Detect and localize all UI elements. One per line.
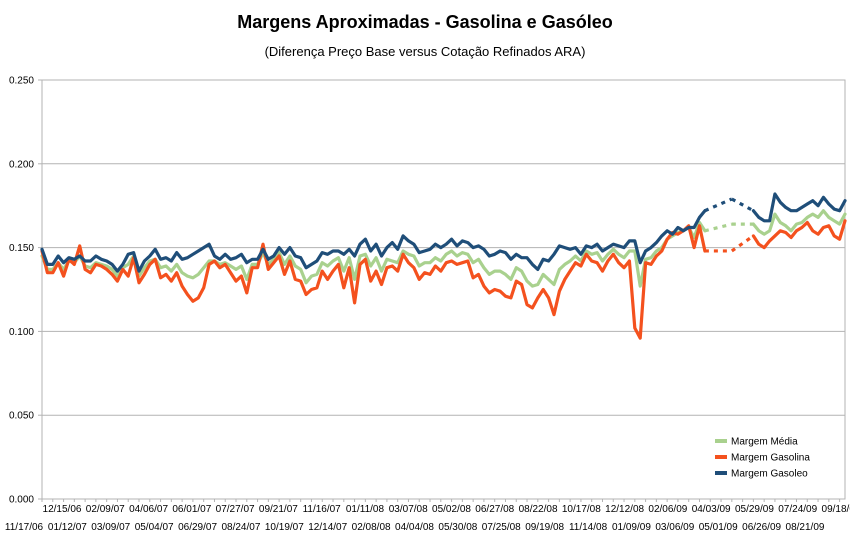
x-tick-label-upper: 03/07/08 — [389, 504, 428, 515]
series-gap-margem-gasoleo — [731, 197, 755, 213]
x-tick-label-upper: 12/15/06 — [43, 504, 82, 515]
x-tick-label-lower: 11/17/06 — [5, 522, 44, 533]
legend: Margem Média Margem Gasolina Margem Gasole… — [715, 437, 810, 480]
y-axis: 0.000 0.050 0.100 0.150 0.200 0.250 — [9, 76, 42, 506]
x-tick-label-upper: 02/09/07 — [86, 504, 125, 515]
x-tick-label-lower: 10/19/07 — [265, 522, 304, 533]
x-tick-label-lower: 12/14/07 — [308, 522, 347, 533]
x-tick-label-upper: 06/01/07 — [172, 504, 211, 515]
x-axis: 12/15/06 11/17/06 02/09/07 01/12/07 04/06/07… — [5, 499, 850, 533]
x-tick-label-lower: 03/06/09 — [655, 522, 694, 533]
x-tick-label-lower: 09/19/08 — [525, 522, 564, 533]
x-tick-label-upper: 08/22/08 — [519, 504, 558, 515]
gridlines — [42, 79, 845, 500]
x-tick-label-upper: 06/27/08 — [475, 504, 514, 515]
x-tick-label-lower: 07/25/08 — [482, 522, 521, 533]
series — [40, 192, 847, 340]
x-tick-label-upper: 05/29/09 — [735, 504, 774, 515]
x-tick-label-upper: 09/18/09 — [822, 504, 850, 515]
x-tick-label-lower: 05/01/09 — [699, 522, 738, 533]
series-gap-margem-gasolina — [730, 234, 755, 253]
legend-label-margem-media: Margem Média — [731, 437, 798, 448]
plot-frame — [41, 79, 846, 500]
series-gap-margem-media — [704, 222, 733, 233]
x-tick-label-lower: 06/26/09 — [742, 522, 781, 533]
x-tick-label-lower: 05/30/08 — [438, 522, 477, 533]
x-tick-label-upper: 07/24/09 — [778, 504, 817, 515]
x-tick-label-lower: 11/14/08 — [569, 522, 608, 533]
x-tick-label-upper: 05/02/08 — [432, 504, 471, 515]
x-tick-label-lower: 08/24/07 — [221, 522, 260, 533]
y-tick-label: 0.100 — [9, 327, 34, 338]
series-line-margem-gasolina — [40, 219, 847, 340]
x-tick-label-upper: 04/03/09 — [692, 504, 731, 515]
legend-label-margem-gasoleo: Margem Gasoleo — [731, 469, 808, 480]
series-gap-margem-gasoleo — [704, 197, 733, 213]
x-tick-label-upper: 07/27/07 — [216, 504, 255, 515]
x-tick-label-lower: 06/29/07 — [178, 522, 217, 533]
y-tick-label: 0.150 — [9, 243, 34, 254]
chart-subtitle: (Diferença Preço Base versus Cotação Ref… — [264, 44, 586, 59]
x-tick-label-upper: 02/06/09 — [648, 504, 687, 515]
x-tick-label-lower: 05/04/07 — [135, 522, 174, 533]
x-tick-label-upper: 12/12/08 — [605, 504, 644, 515]
x-tick-label-lower: 08/21/09 — [786, 522, 825, 533]
y-tick-label: 0.250 — [9, 76, 34, 87]
y-tick-label: 0.000 — [9, 495, 34, 506]
chart-title: Margens Aproximadas - Gasolina e Gasóleo — [237, 12, 613, 32]
x-tick-label-lower: 01/09/09 — [612, 522, 651, 533]
x-tick-label-upper: 11/16/07 — [303, 504, 342, 515]
x-tick-label-upper: 04/06/07 — [129, 504, 168, 515]
y-tick-label: 0.200 — [9, 159, 34, 170]
x-tick-label-lower: 03/09/07 — [91, 522, 130, 533]
x-tick-label-upper: 10/17/08 — [562, 504, 601, 515]
x-tick-label-lower: 01/12/07 — [48, 522, 87, 533]
series-line-margem-gasoleo — [40, 192, 847, 273]
x-tick-label-upper: 01/11/08 — [346, 504, 385, 515]
x-tick-label-lower: 04/04/08 — [395, 522, 434, 533]
y-tick-label: 0.050 — [9, 411, 34, 422]
legend-label-margem-gasolina: Margem Gasolina — [731, 453, 810, 464]
x-tick-label-upper: 09/21/07 — [259, 504, 298, 515]
x-tick-label-lower: 02/08/08 — [352, 522, 391, 533]
